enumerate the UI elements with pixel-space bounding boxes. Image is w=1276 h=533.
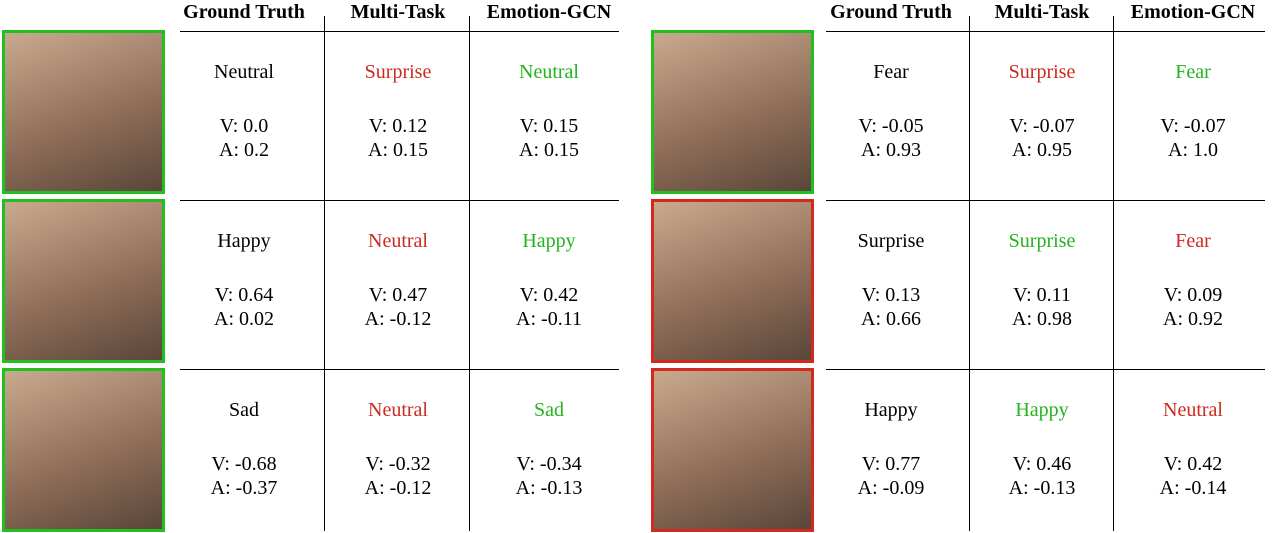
arousal-value: A: 0.95 (967, 138, 1117, 162)
emotion-label: Surprise (967, 60, 1117, 84)
valence-value: V: -0.68 (169, 452, 319, 476)
arousal-value: A: -0.13 (967, 476, 1117, 500)
emotion-label: Happy (474, 229, 624, 253)
row-divider (826, 369, 1265, 370)
emotion-label: Happy (967, 398, 1117, 422)
column-header: Ground Truth (169, 0, 319, 24)
emotion-label: Neutral (169, 60, 319, 84)
arousal-value: A: 0.98 (967, 307, 1117, 331)
valence-value: V: -0.05 (816, 114, 966, 138)
row-divider (180, 200, 619, 201)
valence-value: V: -0.07 (967, 114, 1117, 138)
arousal-value: A: -0.12 (323, 476, 473, 500)
arousal-value: A: 0.93 (816, 138, 966, 162)
column-header: Ground Truth (816, 0, 966, 24)
valence-value: V: 0.11 (967, 283, 1117, 307)
emotion-label: Neutral (323, 229, 473, 253)
arousal-value: A: -0.09 (816, 476, 966, 500)
valence-value: V: -0.07 (1118, 114, 1268, 138)
arousal-value: A: -0.14 (1118, 476, 1268, 500)
row-divider (180, 369, 619, 370)
emotion-label: Fear (1118, 60, 1268, 84)
arousal-value: A: 1.0 (1118, 138, 1268, 162)
arousal-value: A: 0.66 (816, 307, 966, 331)
row-divider (180, 31, 619, 32)
valence-value: V: 0.64 (169, 283, 319, 307)
arousal-value: A: 0.15 (474, 138, 624, 162)
column-header: Multi-Task (967, 0, 1117, 24)
valence-value: V: 0.12 (323, 114, 473, 138)
column-header: Emotion-GCN (474, 0, 624, 24)
face-image (651, 368, 814, 532)
face-image (2, 199, 165, 363)
emotion-label: Surprise (967, 229, 1117, 253)
arousal-value: A: -0.12 (323, 307, 473, 331)
arousal-value: A: -0.13 (474, 476, 624, 500)
face-image (651, 199, 814, 363)
valence-value: V: 0.46 (967, 452, 1117, 476)
valence-value: V: -0.32 (323, 452, 473, 476)
emotion-label: Fear (1118, 229, 1268, 253)
row-divider (826, 200, 1265, 201)
valence-value: V: 0.77 (816, 452, 966, 476)
emotion-label: Happy (816, 398, 966, 422)
arousal-value: A: 0.02 (169, 307, 319, 331)
arousal-value: A: 0.2 (169, 138, 319, 162)
column-header: Emotion-GCN (1118, 0, 1268, 24)
emotion-label: Surprise (816, 229, 966, 253)
valence-value: V: 0.15 (474, 114, 624, 138)
emotion-label: Sad (169, 398, 319, 422)
arousal-value: A: 0.15 (323, 138, 473, 162)
valence-value: V: 0.0 (169, 114, 319, 138)
emotion-label: Surprise (323, 60, 473, 84)
emotion-label: Neutral (323, 398, 473, 422)
emotion-label: Neutral (1118, 398, 1268, 422)
valence-value: V: -0.34 (474, 452, 624, 476)
valence-value: V: 0.09 (1118, 283, 1268, 307)
figure: Ground TruthMulti-TaskEmotion-GCNNeutral… (0, 0, 1276, 533)
emotion-label: Happy (169, 229, 319, 253)
face-image (2, 30, 165, 194)
emotion-label: Fear (816, 60, 966, 84)
column-header: Multi-Task (323, 0, 473, 24)
row-divider (826, 31, 1265, 32)
emotion-label: Sad (474, 398, 624, 422)
valence-value: V: 0.13 (816, 283, 966, 307)
arousal-value: A: -0.37 (169, 476, 319, 500)
face-image (2, 368, 165, 532)
valence-value: V: 0.42 (474, 283, 624, 307)
arousal-value: A: 0.92 (1118, 307, 1268, 331)
emotion-label: Neutral (474, 60, 624, 84)
valence-value: V: 0.42 (1118, 452, 1268, 476)
face-image (651, 30, 814, 194)
valence-value: V: 0.47 (323, 283, 473, 307)
arousal-value: A: -0.11 (474, 307, 624, 331)
